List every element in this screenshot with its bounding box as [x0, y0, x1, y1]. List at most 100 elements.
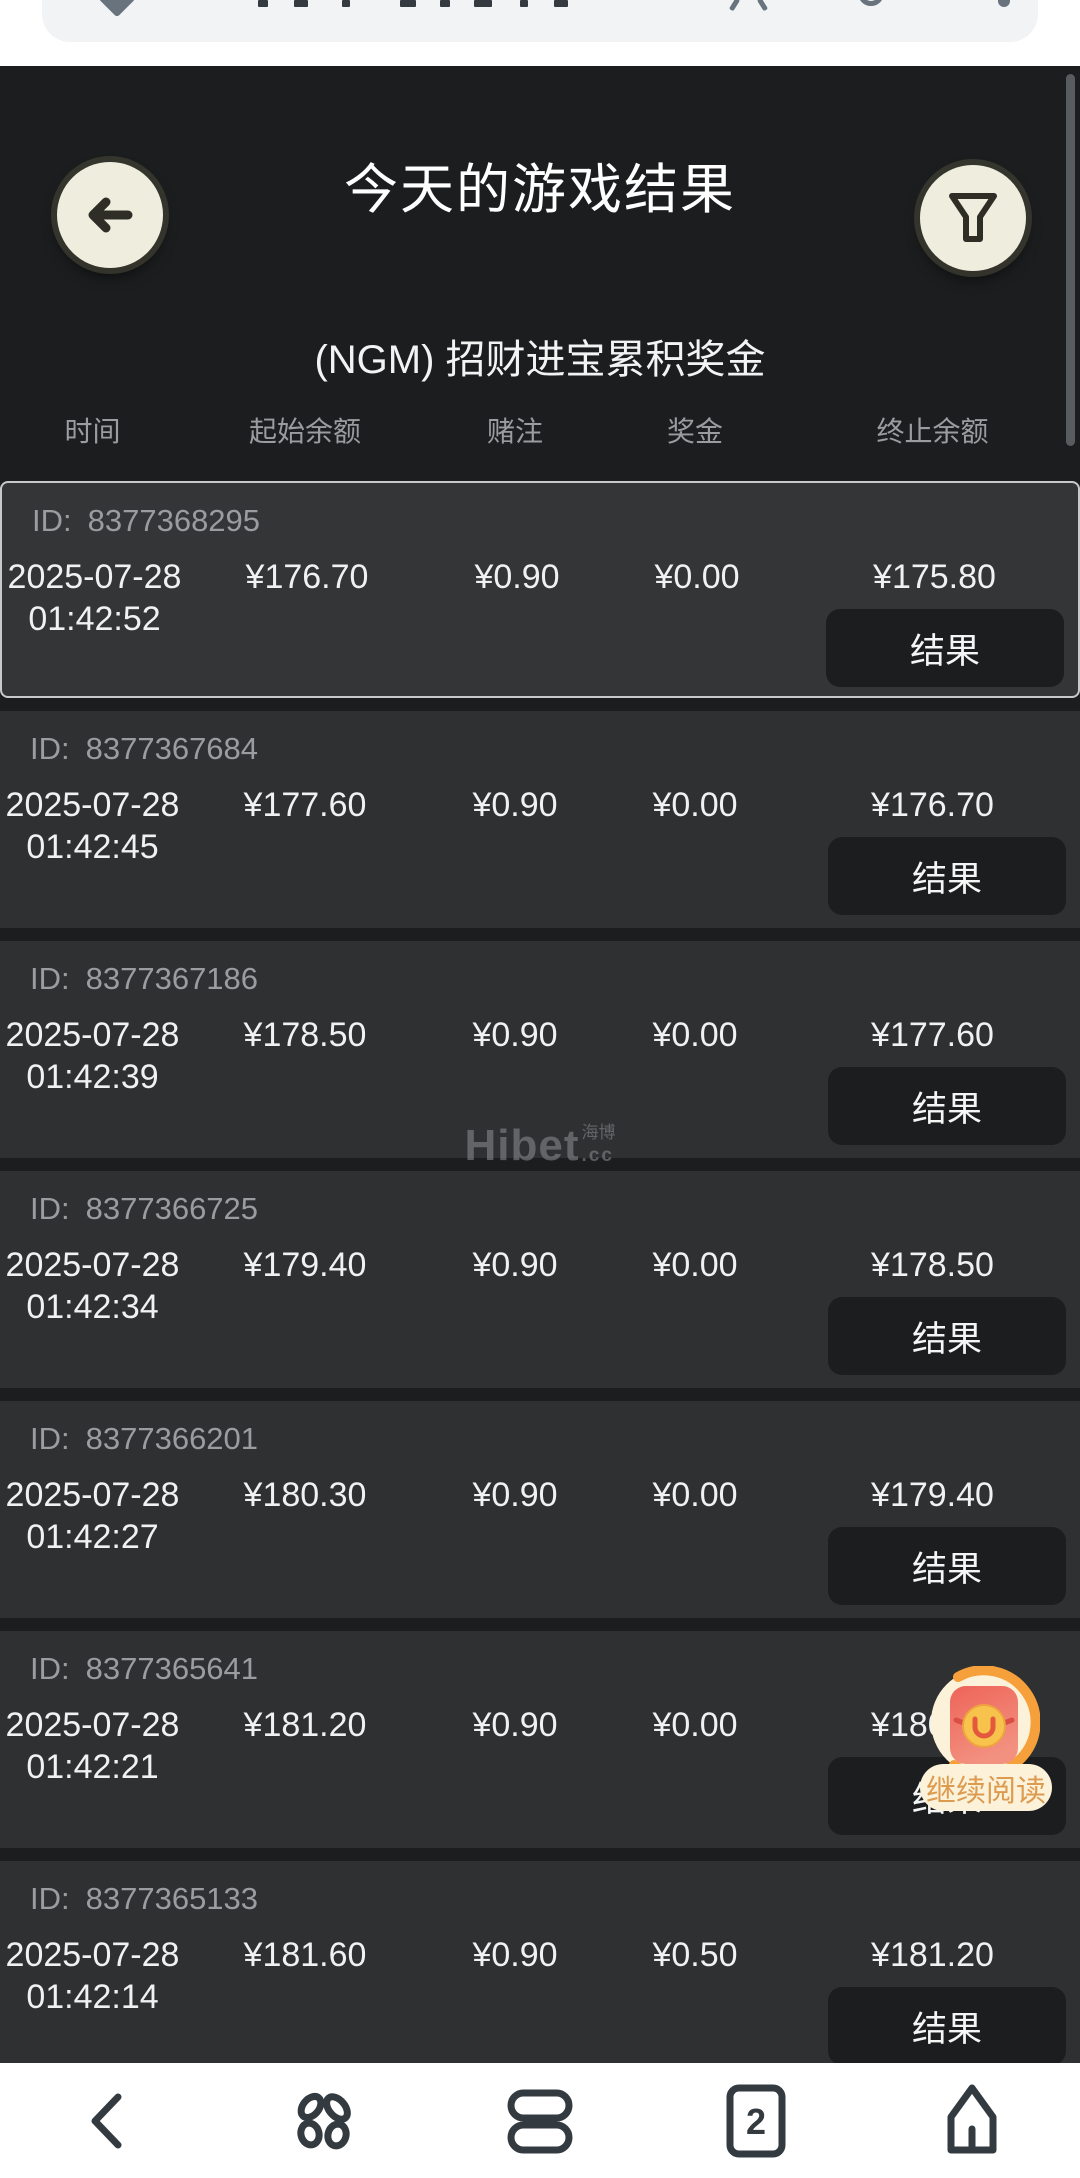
address-bar[interactable] — [42, 0, 1038, 42]
red-packet-icon — [931, 1666, 1040, 1778]
nav-tabs-button[interactable]: 2 — [648, 2063, 864, 2178]
cell-end-balance: ¥181.20 — [871, 1936, 994, 1974]
site-badge-icon — [98, 0, 136, 18]
row-values: 2025-07-28 ¥176.70 ¥0.90 ¥0.00 ¥175.80 — [2, 557, 1080, 597]
url-text-fragment — [520, 0, 528, 7]
result-row[interactable]: ID: 8377366725 2025-07-28 ¥179.40 ¥0.90 … — [0, 1171, 1080, 1388]
filter-button[interactable] — [920, 165, 1026, 271]
page-title: 今天的游戏结果 — [344, 160, 736, 220]
url-text-fragment — [400, 0, 416, 7]
game-subtitle: (NGM) 招财进宝累积奖金 — [314, 338, 766, 382]
back-button[interactable] — [57, 162, 163, 268]
col-header-bet: 赌注 — [486, 416, 543, 447]
result-row[interactable]: ID: 8377367186 2025-07-28 ¥178.50 ¥0.90 … — [0, 941, 1080, 1158]
cell-prize: ¥0.00 — [654, 558, 740, 596]
close-icon[interactable] — [728, 0, 741, 12]
result-row[interactable]: ID: 8377366201 2025-07-28 ¥180.30 ¥0.90 … — [0, 1401, 1080, 1618]
row-values: 2025-07-28 ¥178.50 ¥0.90 ¥0.00 ¥177.60 — [0, 1015, 1080, 1055]
round-id: ID: 8377365133 — [30, 1881, 258, 1917]
nav-menu-button[interactable] — [432, 2063, 648, 2178]
table-header: 时间 起始余额 赌注 奖金 终止余额 — [0, 414, 1080, 450]
cell-time: 01:42:14 — [26, 1978, 159, 2016]
cell-time: 01:42:45 — [26, 828, 159, 866]
cell-end-balance: ¥176.70 — [871, 786, 994, 824]
round-id-label: ID: — [30, 1881, 70, 1916]
result-row[interactable]: ID: 8377367684 2025-07-28 ¥177.60 ¥0.90 … — [0, 711, 1080, 928]
result-button[interactable]: 结果 — [828, 1067, 1066, 1145]
cell-time: 01:42:52 — [28, 600, 161, 638]
bookmark-icon[interactable] — [998, 0, 1010, 7]
url-text-fragment — [258, 0, 268, 7]
result-button[interactable]: 结果 — [828, 1527, 1066, 1605]
result-button[interactable]: 结果 — [828, 1297, 1066, 1375]
cell-bet: ¥0.90 — [472, 786, 558, 824]
cell-end-balance: ¥178.50 — [871, 1246, 994, 1284]
round-id-value: 8377368295 — [87, 503, 261, 538]
row-values: 2025-07-28 ¥181.60 ¥0.90 ¥0.50 ¥181.20 — [0, 1935, 1080, 1975]
round-id: ID: 8377366725 — [30, 1191, 258, 1227]
continue-reading-badge[interactable]: 继续阅读 — [920, 1664, 1056, 1814]
result-row[interactable]: ID: 8377365133 2025-07-28 ¥181.60 ¥0.90 … — [0, 1861, 1080, 2063]
nav-home-button[interactable] — [864, 2063, 1080, 2178]
cell-bet: ¥0.90 — [472, 1246, 558, 1284]
cell-time: 01:42:34 — [26, 1288, 159, 1326]
cell-prize: ¥0.00 — [652, 1706, 738, 1744]
game-results-page: 今天的游戏结果 (NGM) 招财进宝累积奖金 时间 起始余额 赌注 奖金 终止余… — [0, 66, 1080, 2063]
arrow-left-icon — [88, 197, 133, 233]
url-text-fragment — [474, 0, 492, 7]
cell-date: 2025-07-28 — [5, 1936, 180, 1974]
cell-end-balance: ¥179.40 — [871, 1476, 994, 1514]
round-id: ID: 8377366201 — [30, 1421, 258, 1457]
round-id: ID: 8377367186 — [30, 961, 258, 997]
row-values: 2025-07-28 ¥179.40 ¥0.90 ¥0.00 ¥178.50 — [0, 1245, 1080, 1285]
browser-top-bar — [0, 0, 1080, 66]
round-id-label: ID: — [30, 1651, 70, 1686]
nav-apps-button[interactable] — [216, 2063, 432, 2178]
cell-bet: ¥0.90 — [472, 1936, 558, 1974]
result-button[interactable]: 结果 — [828, 1987, 1066, 2063]
row-values: 2025-07-28 ¥181.20 ¥0.90 ¥0.00 ¥180.30 — [0, 1705, 1080, 1745]
round-id: ID: 8377365641 — [30, 1651, 258, 1687]
stacked-pills-icon — [507, 2089, 573, 2153]
url-text-fragment — [342, 0, 350, 7]
cell-end-balance: ¥175.80 — [873, 558, 996, 596]
refresh-icon[interactable] — [858, 0, 888, 10]
col-header-end-balance: 终止余额 — [876, 416, 989, 447]
cell-time: 01:42:27 — [26, 1518, 159, 1556]
cell-date: 2025-07-28 — [5, 1016, 180, 1054]
cell-time: 01:42:39 — [26, 1058, 159, 1096]
cell-date: 2025-07-28 — [5, 1246, 180, 1284]
coin-smiley-icon — [962, 1704, 1006, 1748]
row-values: 2025-07-28 ¥177.60 ¥0.90 ¥0.00 ¥176.70 — [0, 785, 1080, 825]
close-icon[interactable] — [756, 0, 769, 12]
url-text-fragment — [554, 0, 568, 7]
cell-bet: ¥0.90 — [474, 558, 560, 596]
cell-prize: ¥0.00 — [652, 1476, 738, 1514]
row-values: 2025-07-28 ¥180.30 ¥0.90 ¥0.00 ¥179.40 — [0, 1475, 1080, 1515]
tabs-icon: 2 — [726, 2084, 786, 2157]
cell-date: 2025-07-28 — [7, 558, 182, 596]
cell-time: 01:42:21 — [26, 1748, 159, 1786]
round-id-label: ID: — [30, 1421, 70, 1456]
round-id: ID: 8377367684 — [30, 731, 258, 767]
cell-date: 2025-07-28 — [5, 1476, 180, 1514]
cell-prize: ¥0.00 — [652, 1246, 738, 1284]
continue-reading-label[interactable]: 继续阅读 — [920, 1764, 1052, 1811]
nav-back-button[interactable] — [0, 2063, 216, 2178]
result-row[interactable]: ID: 8377368295 2025-07-28 ¥176.70 ¥0.90 … — [0, 481, 1080, 698]
round-id-label: ID: — [30, 1191, 70, 1226]
browser-bottom-nav: 2 — [0, 2063, 1080, 2178]
chevron-left-icon — [91, 2093, 122, 2148]
round-id-value: 8377365133 — [85, 1881, 259, 1916]
url-text-fragment — [440, 0, 450, 7]
col-header-prize: 奖金 — [666, 416, 723, 447]
scrollbar[interactable] — [1066, 74, 1075, 446]
col-header-time: 时间 — [64, 416, 121, 447]
result-button[interactable]: 结果 — [828, 837, 1066, 915]
round-id-value: 8377365641 — [85, 1651, 259, 1686]
cell-start-balance: ¥181.20 — [243, 1706, 367, 1744]
cell-start-balance: ¥179.40 — [243, 1246, 367, 1284]
result-row[interactable]: ID: 8377365641 2025-07-28 ¥181.20 ¥0.90 … — [0, 1631, 1080, 1848]
result-button[interactable]: 结果 — [826, 609, 1064, 687]
